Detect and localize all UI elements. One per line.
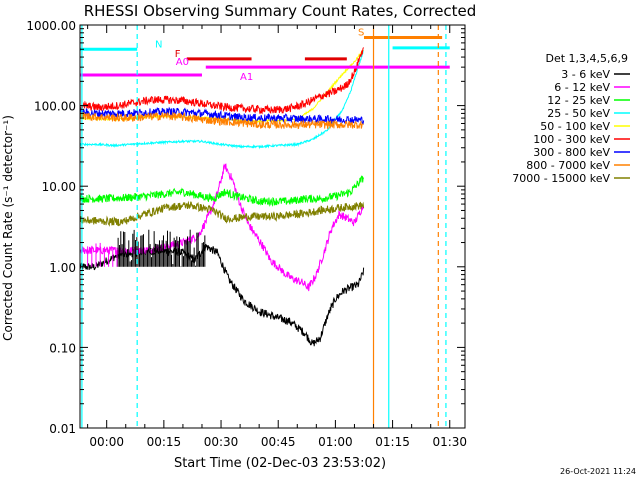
legend-label-6: 300 - 800 keV	[533, 146, 610, 159]
x-tick-label: 01:30	[432, 435, 467, 449]
legend-label-3: 25 - 50 keV	[547, 107, 610, 120]
legend-label-8: 7000 - 15000 keV	[512, 172, 610, 185]
plot-area	[80, 47, 365, 347]
footer-timestamp: 26-Oct-2021 11:24	[560, 467, 636, 476]
x-axis-title: Start Time (02-Dec-03 23:53:02)	[174, 456, 386, 471]
legend-label-2: 12 - 25 keV	[547, 94, 610, 107]
annotation-label-1: F	[175, 49, 181, 60]
series-line-7	[80, 111, 364, 130]
series-line-2	[80, 175, 365, 207]
legend-title: Det 1,3,4,5,6,9	[545, 52, 628, 65]
annotation-label-5: S	[358, 27, 364, 38]
plot-frame	[79, 24, 466, 429]
x-tick-label: 01:00	[318, 435, 353, 449]
legend-label-1: 6 - 12 keV	[554, 81, 610, 94]
legend-label-7: 800 - 7000 keV	[526, 159, 610, 172]
chart-title: RHESSI Observing Summary Count Rates, Co…	[84, 2, 477, 20]
legend-label-0: 3 - 6 keV	[561, 68, 610, 81]
legend-label-5: 100 - 300 keV	[533, 133, 610, 146]
axes: 1000.00 100.00 10.00 1.00 0.10 0.01 00:00 00:15…	[26, 19, 467, 449]
annotation-label-3: A0	[176, 57, 189, 68]
x-tick-label: 00:15	[147, 435, 182, 449]
x-tick-label: 00:30	[204, 435, 239, 449]
series-line-8	[80, 200, 365, 227]
y-tick-label: 0.01	[49, 422, 76, 436]
legend-label-4: 50 - 100 keV	[540, 120, 610, 133]
series-line-6	[80, 106, 365, 125]
y-tick-label: 100.00	[34, 100, 76, 114]
series-line-3	[80, 50, 365, 150]
x-tick-label: 00:00	[89, 435, 124, 449]
y-tick-label: 1000.00	[26, 19, 76, 33]
series-line-5	[80, 47, 365, 115]
y-tick-label: 0.10	[49, 341, 76, 355]
series-line-1	[80, 163, 364, 292]
y-tick-label: 10.00	[42, 180, 76, 194]
annotation-label-4: A1	[240, 72, 253, 83]
annotation-layer	[80, 25, 450, 428]
y-tick-label: 1.00	[49, 261, 76, 275]
x-tick-label: 01:15	[375, 435, 410, 449]
x-tick-label: 00:45	[261, 435, 296, 449]
annotation-label-0: N	[155, 39, 162, 50]
y-axis-title: Corrected Count Rate (s⁻¹ detector⁻¹)	[1, 115, 15, 341]
